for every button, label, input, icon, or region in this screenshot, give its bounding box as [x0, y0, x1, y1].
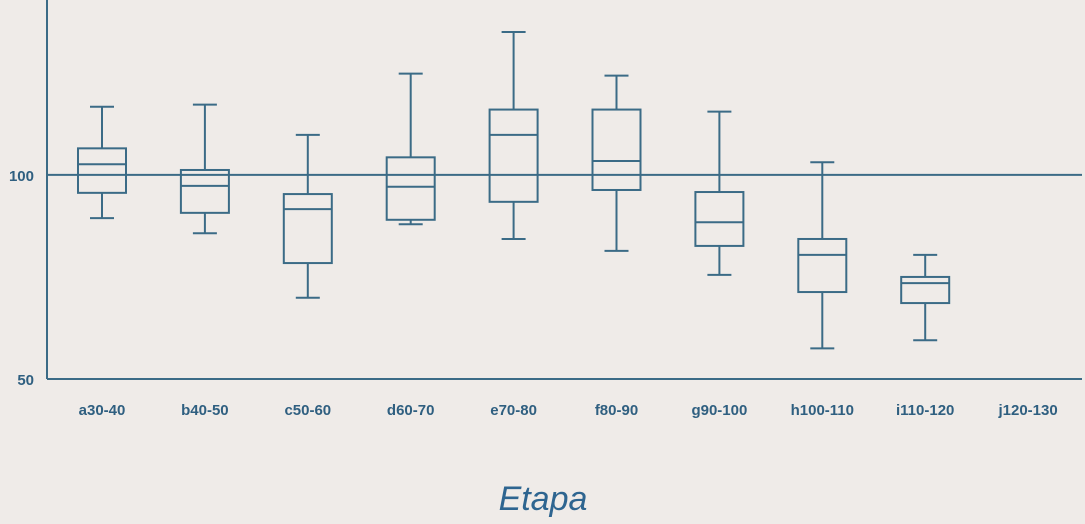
box-iqr [591, 108, 642, 191]
box-iqr [385, 156, 436, 221]
axes [46, 0, 1082, 380]
boxes [77, 31, 951, 350]
box-c50-60 [282, 133, 333, 299]
x-tick-label: h100-110 [791, 402, 854, 419]
x-tick-label: j120-130 [997, 402, 1057, 419]
box-b40-50 [179, 103, 230, 235]
x-tick-label: b40-50 [181, 402, 229, 419]
x-tick-label: a30-40 [79, 402, 126, 419]
tick-labels: 50 100 a30-40 b40-50 c50-60 d60-70 e70-80 f80-9… [9, 168, 1058, 419]
box-iqr [797, 237, 848, 294]
box-iqr [488, 108, 539, 203]
box-iqr [282, 193, 333, 265]
box-g90-100 [694, 110, 745, 276]
x-axis-title: Etapa [499, 480, 588, 518]
x-tick-label: c50-60 [284, 402, 331, 419]
box-d60-70 [385, 72, 436, 226]
y-tick-label: 50 [17, 372, 34, 389]
x-tick-label: i110-120 [896, 402, 954, 419]
box-iqr [179, 168, 230, 214]
box-i110-120 [900, 253, 951, 342]
box-a30-40 [77, 105, 127, 220]
x-tick-label: f80-90 [595, 402, 638, 419]
box-iqr [694, 191, 745, 247]
x-tick-label: d60-70 [387, 402, 435, 419]
x-tick-label: g90-100 [691, 402, 747, 419]
box-iqr [900, 275, 951, 305]
box-iqr [77, 147, 127, 194]
y-tick-label: 100 [9, 168, 34, 185]
box-f80-90 [591, 74, 642, 252]
x-tick-label: e70-80 [490, 402, 537, 419]
box-e70-80 [488, 31, 539, 240]
box-h100-110 [797, 161, 848, 350]
